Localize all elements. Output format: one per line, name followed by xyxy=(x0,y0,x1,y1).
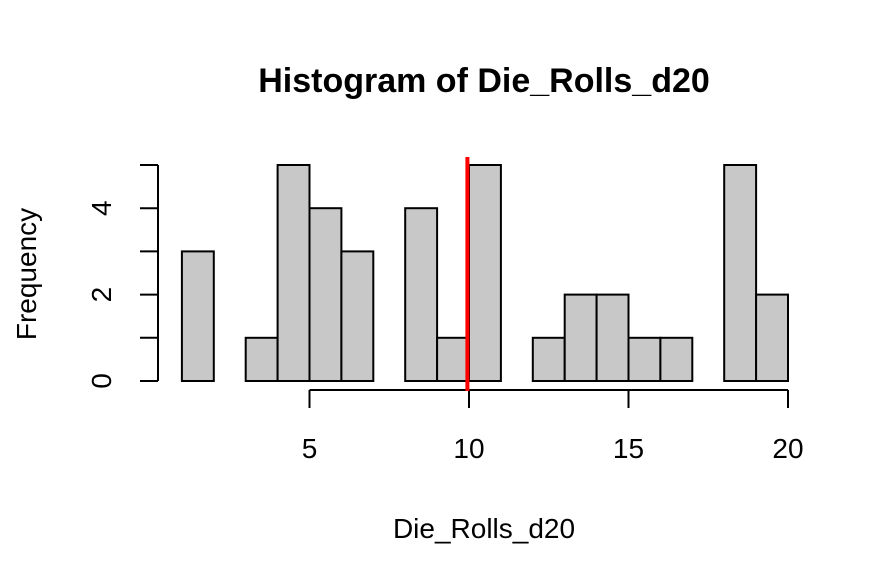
x-tick-label: 15 xyxy=(613,433,644,464)
histogram-bar xyxy=(340,250,375,382)
chart-title: Histogram of Die_Rolls_d20 xyxy=(258,62,710,100)
y-axis-label: Frequency xyxy=(11,208,42,340)
y-tick-label: 2 xyxy=(86,287,117,303)
histogram-bar xyxy=(308,207,343,382)
histogram-bar xyxy=(563,293,598,383)
histogram-bar xyxy=(180,250,215,382)
x-axis: 5 10 15 20 xyxy=(302,389,804,464)
bars-group xyxy=(180,164,789,383)
y-tick-label: 4 xyxy=(86,200,117,216)
y-tick-label: 0 xyxy=(86,373,117,389)
histogram-bar xyxy=(627,336,662,382)
histogram-bar xyxy=(595,293,630,383)
x-tick-label: 20 xyxy=(772,433,803,464)
histogram-bar xyxy=(531,336,566,382)
histogram-bar xyxy=(659,336,694,382)
histogram-bar xyxy=(244,336,279,382)
histogram-bar xyxy=(436,336,471,382)
histogram-bar xyxy=(404,207,439,382)
histogram-bar xyxy=(723,164,758,382)
y-axis: 0 2 4 xyxy=(86,164,159,389)
histogram-bar xyxy=(755,293,789,383)
x-axis-label: Die_Rolls_d20 xyxy=(393,513,575,544)
x-tick-label: 10 xyxy=(453,433,484,464)
histogram-bar xyxy=(276,164,311,382)
histogram-bar xyxy=(468,164,502,382)
x-tick-label: 5 xyxy=(302,433,318,464)
